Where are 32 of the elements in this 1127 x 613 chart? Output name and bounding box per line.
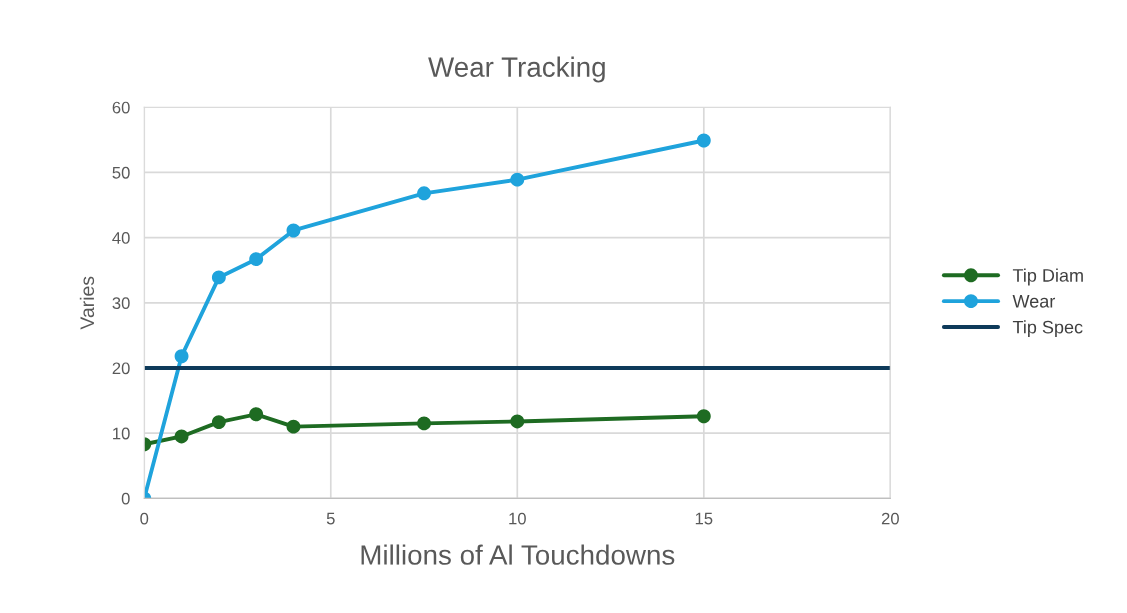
x-tick-label: 10: [509, 512, 526, 525]
x-tick-label: 5: [326, 512, 335, 525]
x-tick-label: 15: [695, 512, 713, 525]
y-tick-label: 10: [113, 427, 130, 440]
legend-label: Tip Spec: [1012, 320, 1083, 338]
y-tick-label: 60: [112, 101, 130, 114]
point: [211, 270, 226, 285]
y-tick-label: 0: [121, 492, 130, 505]
x-tick-label: 20: [881, 512, 899, 525]
point: [510, 414, 525, 429]
x-axis-title: Millions of Al Touchdowns: [361, 544, 675, 565]
legend-label: Wear: [1012, 295, 1056, 308]
y-axis-title: Varies: [79, 276, 95, 330]
point: [417, 186, 431, 201]
point: [249, 252, 264, 267]
chart-title: Wear Tracking: [428, 56, 605, 83]
y-tick-label: 50: [112, 166, 130, 179]
point: [510, 172, 525, 187]
point: [174, 349, 189, 364]
point: [249, 407, 264, 422]
y-tick-label: 30: [112, 297, 130, 310]
y-tick-label: 20: [112, 362, 130, 375]
point: [286, 419, 301, 434]
y-tick-label: 40: [112, 232, 130, 244]
legend-label: Tip Diam: [1012, 268, 1083, 286]
point: [696, 133, 711, 148]
x-tick-label: 0: [140, 512, 149, 525]
point: [286, 223, 301, 238]
point: [174, 429, 189, 444]
point: [211, 415, 226, 430]
point: [696, 409, 711, 424]
point: [417, 416, 431, 431]
